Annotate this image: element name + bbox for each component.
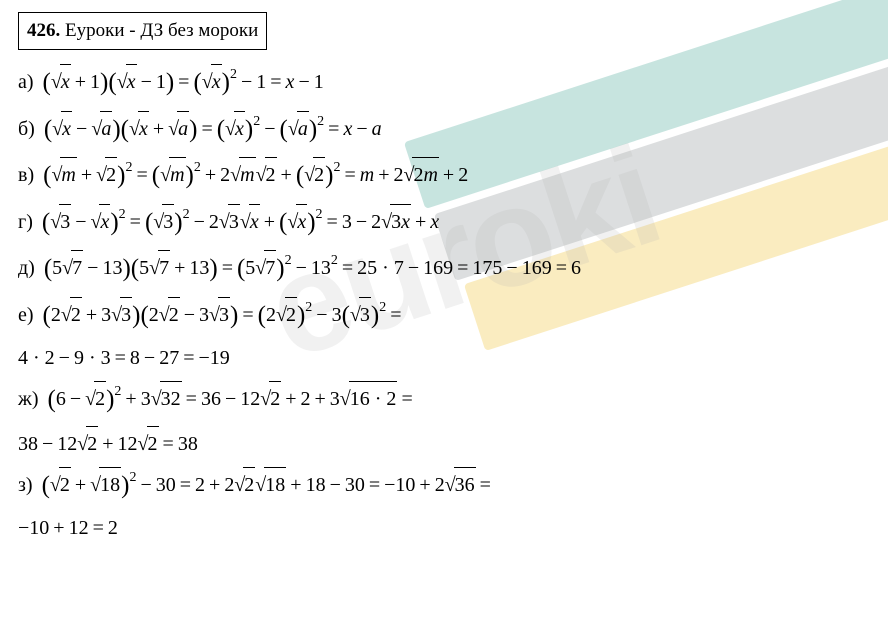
equation-line-zh1: ж) (6−2)2+332=36−122+2+316 · 2= [18, 379, 870, 422]
equation-line-z2: −10+12=2 [18, 511, 870, 545]
equation-line-a: а) (x+1)(x−1)=(x)2−1=x−1 [18, 62, 870, 105]
equation-line-d: д) (57−13)(57+13)=(57)2−132=25 · 7−169=1… [18, 248, 870, 291]
equation-line-z1: з) (2+18)2−30=2+2218+18−30=−10+236= [18, 465, 870, 508]
problem-title: Еуроки - ДЗ без мороки [65, 20, 258, 41]
equation-line-zh2: 38−122+122=38 [18, 426, 870, 461]
equation-line-v: в) (m+2)2=(m)2+2m2+(2)2=m+22m+2 [18, 155, 870, 198]
equation-line-b: б) (x−a)(x+a)=(x)2−(a)2=x−a [18, 109, 870, 152]
problem-number: 426. [27, 20, 60, 41]
equation-line-e2: 4 · 2−9 · 3=8−27=−19 [18, 341, 870, 375]
problem-header: 426. Еуроки - ДЗ без мороки [18, 12, 267, 50]
equation-line-e1: е) (22+33)(22−33)=(22)2−3(3)2= [18, 295, 870, 338]
equation-line-g: г) (3−x)2=(3)2−23x+(x)2=3−23x+x [18, 202, 870, 245]
